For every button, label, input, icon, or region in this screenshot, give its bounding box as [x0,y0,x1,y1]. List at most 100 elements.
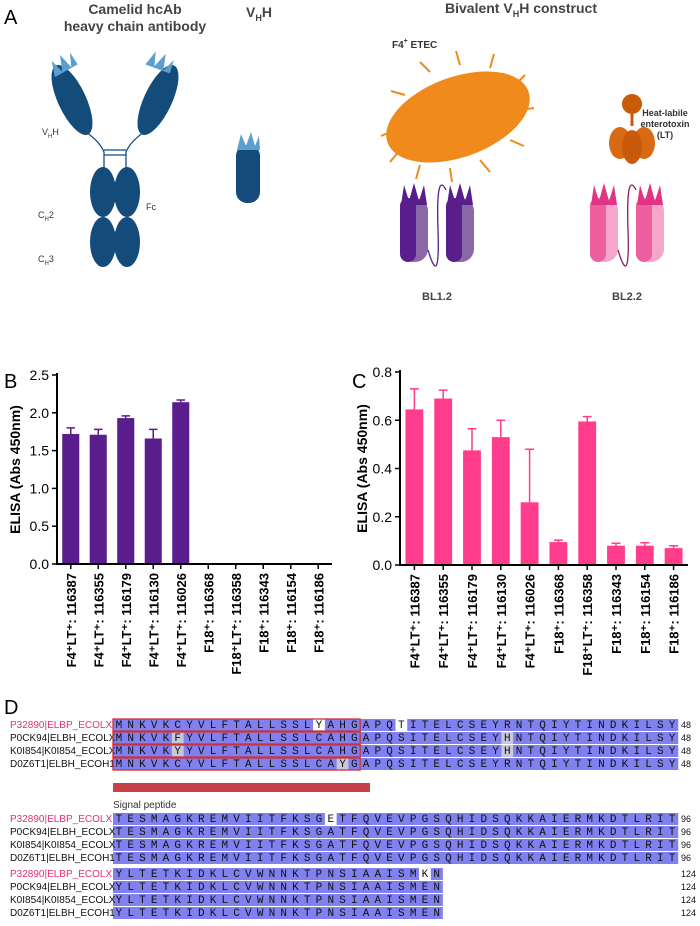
residue-highlight [619,826,632,838]
title: Camelid hcAb [88,1,181,17]
residue-highlight [630,732,643,744]
residue-highlight [254,852,267,864]
residue-highlight [371,881,385,893]
residue-highlight [160,719,173,731]
sequence-name: K0I854|K0I854_ECOLX [10,895,116,906]
residue-highlight [371,813,385,825]
residue-highlight [136,719,149,731]
residue-highlight [230,839,243,851]
residue-highlight [124,868,137,880]
residue-highlight [207,745,220,757]
sequence-end: 48 [681,759,691,769]
residue-highlight [607,813,620,825]
y-tick-label: 2.0 [30,405,50,421]
residue-highlight [266,868,279,880]
residue-highlight [230,868,243,880]
antibody [51,51,179,267]
residue-highlight [560,839,573,851]
residue-highlight [136,868,149,880]
residue-highlight [254,745,267,757]
residue-highlight [171,826,184,838]
residue-highlight [160,839,173,851]
residue-highlight [501,826,514,838]
residue-highlight [207,894,220,906]
residue-highlight [348,881,361,893]
residue-highlight [160,732,173,744]
label: BL2.2 [612,291,642,303]
residue-highlight [171,852,184,864]
residue-highlight [230,826,243,838]
residue-highlight [218,826,231,838]
residue-highlight [207,907,220,919]
residue-highlight [324,894,337,906]
residue-highlight [195,881,208,893]
residue-highlight [360,907,373,919]
residue-highlight [230,758,243,770]
residue-highlight [183,852,196,864]
residue-highlight [207,826,220,838]
residue-highlight [242,732,255,744]
residue-highlight [489,745,502,757]
bar [549,542,568,565]
residue-highlight [454,745,467,757]
residue-highlight [348,894,361,906]
residue-highlight [195,868,208,880]
residue-highlight [348,852,361,864]
residue-highlight [148,745,161,757]
residue-highlight [242,894,255,906]
residue-highlight [466,839,479,851]
label-sub: H [48,134,52,140]
residue-highlight [124,813,137,825]
residue-highlight [348,907,361,919]
residue-highlight [113,881,126,893]
residue-highlight [572,745,585,757]
residue-highlight [195,826,208,838]
sequence-name: P32890|ELBP_ECOLX [10,869,112,880]
residue-highlight [548,732,561,744]
residue-highlight [360,826,373,838]
residue-highlight [171,732,184,744]
residue-highlight [348,813,361,825]
residue-highlight [642,852,655,864]
title-part: Bivalent V [445,0,513,16]
residue-highlight [383,719,396,731]
residue-highlight [407,813,420,825]
residue-highlight [160,745,173,757]
residue-highlight [560,852,573,864]
residue-highlight [113,907,126,919]
residue-highlight [336,852,349,864]
title: VHH [246,4,272,23]
residue-highlight [583,719,596,731]
residue-highlight [466,813,479,825]
residue-highlight [630,745,643,757]
residue-highlight [642,758,655,770]
residue-highlight [183,894,196,906]
construct-bl12 [400,183,474,267]
residue-highlight [430,826,443,838]
residue-highlight [572,852,585,864]
residue-highlight [324,719,337,731]
x-tick-label: F18⁺: 116186 [667,574,682,654]
residue-highlight [242,907,255,919]
residue-highlight [407,868,420,880]
residue-highlight [430,839,443,851]
residue-highlight [524,745,538,757]
residue-highlight [630,826,643,838]
residue-highlight [113,894,126,906]
residue-highlight [113,839,126,851]
residue-highlight [407,745,420,757]
residue-highlight [524,719,538,731]
title: heavy chain antibody [64,18,207,34]
bar [463,450,481,565]
panel-label: A [4,7,18,29]
residue-highlight [289,758,302,770]
residue-highlight [113,745,126,757]
residue-highlight [583,813,596,825]
residue-highlight [113,868,126,880]
x-tick-label: F4⁺LT⁺: 116130 [146,573,161,667]
bar [607,545,625,565]
residue-highlight [607,758,620,770]
residue-highlight [313,839,326,851]
label-part: C [38,210,45,220]
residue-highlight [336,839,349,851]
